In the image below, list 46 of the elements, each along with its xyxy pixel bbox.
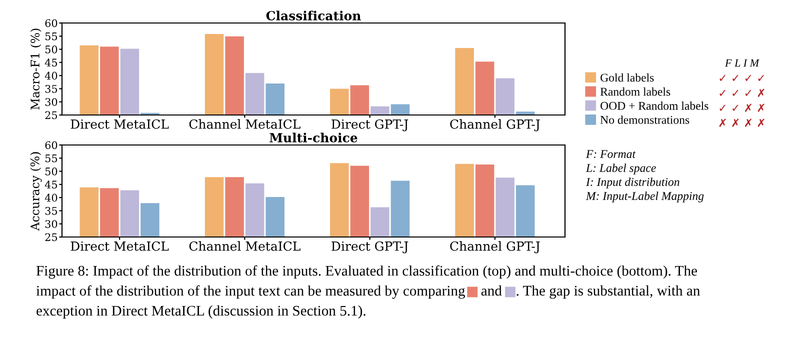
y-tick-label: 25 [45,233,58,242]
y-tick-label: 35 [45,84,58,93]
text: ✗ ✗ ✗ ✗ [719,118,764,127]
y-tick-label: 40 [44,72,58,80]
chart-title: Multi-choice [270,132,358,142]
chart-title: Classification [266,10,361,20]
text: I: Input distribution [586,178,680,188]
text: F L I M [724,59,760,67]
y-tick-label: 35 [45,206,58,215]
y-tick-label: 25 [45,111,58,120]
x-tick-label: Channel MetaICL [189,241,300,251]
x-tick-label: Direct MetaICL [70,241,169,251]
text: ✓ ✓ ✗ ✗ [720,104,764,112]
text: ✓ ✓ ✓ ✗ [720,88,764,98]
y-tick-label: 50 [45,46,58,54]
text: M: Input-Label Mapping [586,192,704,202]
text: impact of the distribution of the input text can be measured by comparing [36,285,466,299]
y-tick-label: 45 [44,180,58,189]
legend-label: Gold labels [600,73,654,82]
x-tick-label: Channel GPT-J [450,241,540,254]
legend-label: No demonstrations [600,116,690,124]
y-tick-label: 60 [45,141,58,150]
text: . The gap is substantial, with an [516,285,700,299]
y-tick-label: 55 [45,154,58,162]
legend-label: Random labels [600,87,670,96]
text: ✓ ✓ ✓ ✓ [720,74,764,81]
y-tick-label: 30 [45,98,58,106]
y-axis-title: Accuracy (%) [30,152,42,231]
x-tick-label: Direct GPT-J [332,119,408,132]
x-tick-label: Direct GPT-J [332,241,408,254]
y-tick-label: 40 [44,194,58,202]
x-tick-label: Channel GPT-J [450,119,540,132]
x-tick-label: Direct MetaICL [70,119,169,129]
y-tick-label: 30 [45,220,58,228]
text: L: Label space [586,164,656,174]
y-tick-label: 50 [45,168,58,176]
x-tick-label: Channel MetaICL [189,119,300,129]
text: exception in Direct MetaICL (discussion in Section 5.1). [36,305,366,319]
y-tick-label: 60 [45,19,58,28]
caption: Figure 8: Impact of the distribution of the inputs. Evaluated in classification (top) and multi-choice (bottom). The [36,265,697,279]
y-tick-label: 45 [44,58,58,67]
y-axis-title: Macro-F1 (%) [30,28,42,110]
legend-label: OOD + Random labels [600,101,708,110]
text: and [481,285,502,296]
text: F: Format [586,150,636,158]
y-tick-label: 55 [45,32,58,40]
